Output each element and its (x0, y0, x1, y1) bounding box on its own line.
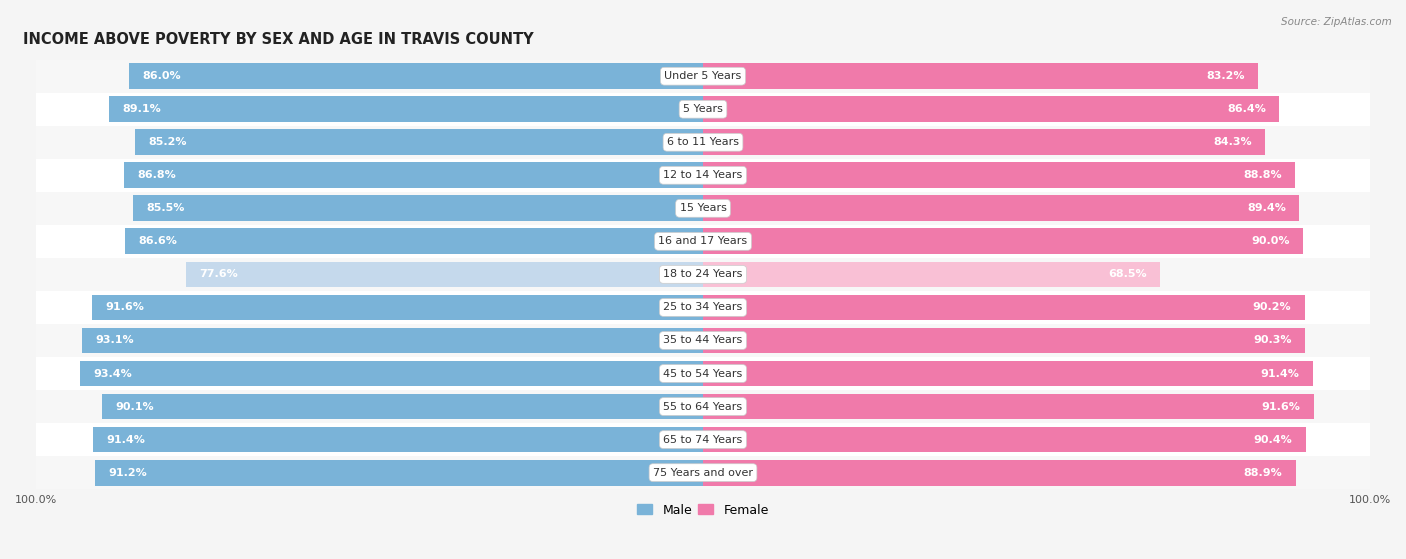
Bar (703, 361, 1313, 386)
Text: 91.4%: 91.4% (107, 434, 146, 444)
Bar (703, 459, 1296, 486)
Bar (125, 229, 703, 254)
Bar (37, 456, 1369, 489)
Text: 86.8%: 86.8% (138, 170, 176, 181)
Text: 89.4%: 89.4% (1247, 203, 1286, 214)
Text: 88.9%: 88.9% (1244, 468, 1282, 477)
Bar (37, 357, 1369, 390)
Text: 93.1%: 93.1% (96, 335, 134, 345)
Bar (703, 427, 1306, 452)
Bar (135, 129, 703, 155)
Text: 18 to 24 Years: 18 to 24 Years (664, 269, 742, 280)
Bar (186, 262, 703, 287)
Text: 5 Years: 5 Years (683, 104, 723, 114)
Text: 86.4%: 86.4% (1227, 104, 1265, 114)
Text: 15 Years: 15 Years (679, 203, 727, 214)
Text: Source: ZipAtlas.com: Source: ZipAtlas.com (1281, 17, 1392, 27)
Text: 85.5%: 85.5% (146, 203, 184, 214)
Bar (37, 126, 1369, 159)
Text: 83.2%: 83.2% (1206, 71, 1244, 81)
Text: 89.1%: 89.1% (122, 104, 160, 114)
Bar (37, 291, 1369, 324)
Text: 91.6%: 91.6% (1261, 401, 1301, 411)
Text: 91.2%: 91.2% (108, 468, 146, 477)
Bar (108, 96, 703, 122)
Text: 35 to 44 Years: 35 to 44 Years (664, 335, 742, 345)
Text: 84.3%: 84.3% (1213, 138, 1251, 147)
Bar (37, 192, 1369, 225)
Bar (93, 427, 703, 452)
Bar (703, 262, 1160, 287)
Bar (132, 196, 703, 221)
Text: 45 to 54 Years: 45 to 54 Years (664, 368, 742, 378)
Bar (82, 328, 703, 353)
Bar (703, 196, 1299, 221)
Bar (37, 60, 1369, 93)
Bar (37, 258, 1369, 291)
Bar (703, 63, 1258, 89)
Bar (94, 459, 703, 486)
Text: 90.1%: 90.1% (115, 401, 155, 411)
Bar (37, 93, 1369, 126)
Text: 90.0%: 90.0% (1251, 236, 1289, 247)
Text: 25 to 34 Years: 25 to 34 Years (664, 302, 742, 312)
Legend: Male, Female: Male, Female (633, 499, 773, 522)
Text: Under 5 Years: Under 5 Years (665, 71, 741, 81)
Text: INCOME ABOVE POVERTY BY SEX AND AGE IN TRAVIS COUNTY: INCOME ABOVE POVERTY BY SEX AND AGE IN T… (22, 32, 533, 47)
Text: 85.2%: 85.2% (148, 138, 187, 147)
Text: 77.6%: 77.6% (198, 269, 238, 280)
Bar (703, 229, 1303, 254)
Text: 12 to 14 Years: 12 to 14 Years (664, 170, 742, 181)
Bar (703, 295, 1305, 320)
Bar (124, 163, 703, 188)
Bar (703, 129, 1265, 155)
Text: 68.5%: 68.5% (1108, 269, 1146, 280)
Text: 75 Years and over: 75 Years and over (652, 468, 754, 477)
Bar (703, 394, 1313, 419)
Text: 90.4%: 90.4% (1254, 434, 1292, 444)
Text: 91.6%: 91.6% (105, 302, 145, 312)
Bar (37, 159, 1369, 192)
Text: 88.8%: 88.8% (1243, 170, 1282, 181)
Bar (129, 63, 703, 89)
Bar (37, 423, 1369, 456)
Text: 86.0%: 86.0% (143, 71, 181, 81)
Bar (703, 328, 1305, 353)
Text: 55 to 64 Years: 55 to 64 Years (664, 401, 742, 411)
Text: 16 and 17 Years: 16 and 17 Years (658, 236, 748, 247)
Text: 6 to 11 Years: 6 to 11 Years (666, 138, 740, 147)
Text: 65 to 74 Years: 65 to 74 Years (664, 434, 742, 444)
Text: 91.4%: 91.4% (1260, 368, 1299, 378)
Text: 90.3%: 90.3% (1253, 335, 1292, 345)
Text: 90.2%: 90.2% (1253, 302, 1291, 312)
Bar (703, 96, 1279, 122)
Text: 93.4%: 93.4% (93, 368, 132, 378)
Bar (37, 390, 1369, 423)
Bar (103, 394, 703, 419)
Text: 86.6%: 86.6% (139, 236, 177, 247)
Bar (93, 295, 703, 320)
Bar (37, 225, 1369, 258)
Bar (80, 361, 703, 386)
Bar (37, 324, 1369, 357)
Bar (703, 163, 1295, 188)
